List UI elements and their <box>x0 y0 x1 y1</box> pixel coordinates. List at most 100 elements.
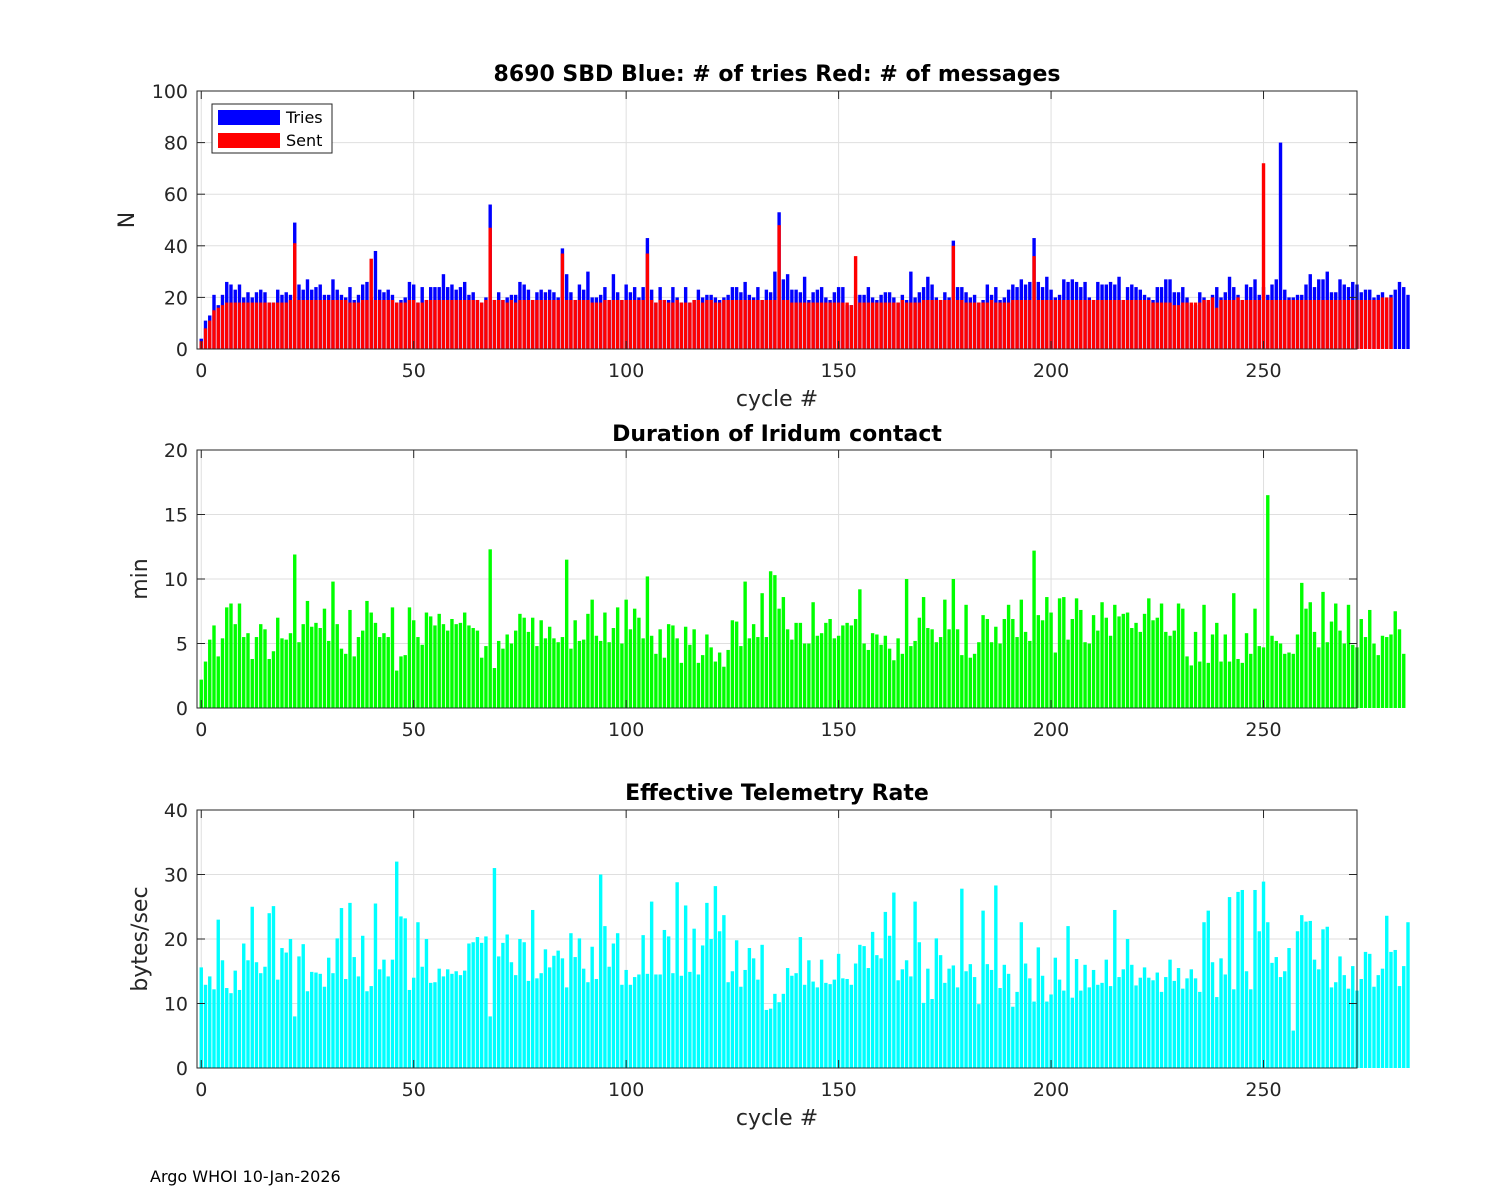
y-tick-label: 10 <box>164 569 188 591</box>
bar-min <box>726 649 730 708</box>
bar-sent <box>1236 297 1240 349</box>
bar-bytes-sec <box>785 968 790 1068</box>
bar-bytes-sec <box>998 988 1002 1068</box>
bar-sent <box>1253 299 1257 349</box>
bar-sent <box>853 256 858 349</box>
bar-min <box>705 634 709 708</box>
bar-sent <box>989 299 994 349</box>
bar-bytes-sec <box>233 970 237 1068</box>
bar-bytes-sec <box>454 971 458 1068</box>
bar-min <box>841 625 845 708</box>
bar-bytes-sec <box>730 971 735 1068</box>
bar-min <box>853 618 858 708</box>
bar-sent <box>471 299 475 349</box>
bar-bytes-sec <box>581 968 586 1068</box>
x-tick-label: 100 <box>608 719 644 741</box>
bar-sent <box>369 258 373 349</box>
bar-min <box>1287 652 1291 708</box>
bar-min <box>1363 637 1368 708</box>
bar-bytes-sec <box>968 964 973 1068</box>
bar-sent <box>624 299 628 349</box>
bar-sent <box>866 302 871 349</box>
bar-sent <box>446 299 450 349</box>
bar-min <box>1291 653 1295 708</box>
bar-sent <box>505 302 509 349</box>
bar-min <box>832 638 837 708</box>
bar-sent <box>518 299 522 349</box>
bar-bytes-sec <box>225 988 229 1068</box>
bar-sent <box>1057 299 1062 349</box>
bar-sent <box>462 299 467 349</box>
bar-bytes-sec <box>339 908 344 1068</box>
x-tick-label: 100 <box>608 1079 644 1101</box>
bar-bytes-sec <box>1198 991 1202 1068</box>
x-axis-label: cycle # <box>736 387 818 412</box>
bar-bytes-sec <box>407 989 412 1068</box>
bar-bytes-sec <box>790 975 794 1068</box>
bar-min <box>335 624 339 708</box>
ticks: 0 50 100 150 200 250 0 20 40 60 80 100 <box>152 81 1358 382</box>
bar-sent <box>246 302 250 349</box>
bar-tries <box>1397 281 1402 349</box>
bar-min <box>1040 620 1045 708</box>
bar-sent <box>692 299 696 349</box>
bar-sent <box>1062 299 1066 349</box>
bar-min <box>237 603 242 708</box>
bar-bytes-sec <box>1083 964 1087 1068</box>
bar-sent <box>1325 299 1329 349</box>
bar-sent <box>305 299 310 349</box>
bar-sent <box>904 302 909 349</box>
bar-bytes-sec <box>909 976 913 1068</box>
bar-bytes-sec <box>1304 921 1308 1068</box>
bar-bytes-sec <box>437 968 441 1068</box>
bar-bytes-sec <box>446 969 450 1068</box>
bar-sent <box>594 302 599 349</box>
bar-min <box>1321 591 1325 708</box>
bar-bytes-sec <box>1104 959 1108 1068</box>
bar-sent <box>1083 299 1087 349</box>
bar-min <box>475 630 480 708</box>
bar-min <box>607 642 611 708</box>
bar-sent <box>713 302 718 349</box>
bar-sent <box>242 302 246 349</box>
bar-bytes-sec <box>424 939 429 1068</box>
x-axis-label: cycle # <box>736 1106 818 1131</box>
bar-sent <box>883 302 888 349</box>
bar-bytes-sec <box>331 973 335 1068</box>
bar-sent <box>539 299 543 349</box>
bar-sent <box>543 299 548 349</box>
bar-min <box>739 646 743 708</box>
bar-sent <box>981 302 985 349</box>
bar-sent <box>734 299 739 349</box>
bar-sent <box>318 299 322 349</box>
bar-bytes-sec <box>1091 969 1096 1068</box>
bar-bytes-sec <box>743 969 747 1068</box>
legend-swatch-tries <box>218 110 280 125</box>
bar-bytes-sec <box>751 958 756 1068</box>
bar-sent <box>441 299 446 349</box>
bar-bytes-sec <box>1181 988 1185 1068</box>
bar-min <box>798 622 803 708</box>
bar-sent <box>1108 299 1113 349</box>
bar-bytes-sec <box>492 868 497 1068</box>
bar-min <box>429 616 433 708</box>
bar-sent <box>887 302 892 349</box>
bar-bytes-sec <box>1057 979 1062 1068</box>
bar-bytes-sec <box>344 978 348 1068</box>
bar-min <box>348 609 352 708</box>
bar-bytes-sec <box>496 956 501 1068</box>
bar-min <box>276 617 280 708</box>
bar-bytes-sec <box>1351 966 1355 1068</box>
bar-sent <box>654 302 658 349</box>
bar-bytes-sec <box>518 939 522 1068</box>
bar-min <box>293 554 297 708</box>
bar-bytes-sec <box>717 931 722 1068</box>
bar-bytes-sec <box>1155 972 1159 1068</box>
bar-sent <box>280 302 284 349</box>
bar-bytes-sec <box>475 937 480 1068</box>
bar-sent <box>492 299 497 349</box>
bar-min <box>866 649 871 708</box>
bar-bytes-sec <box>879 958 883 1068</box>
bar-tries <box>1278 142 1283 349</box>
bar-min <box>675 638 679 708</box>
